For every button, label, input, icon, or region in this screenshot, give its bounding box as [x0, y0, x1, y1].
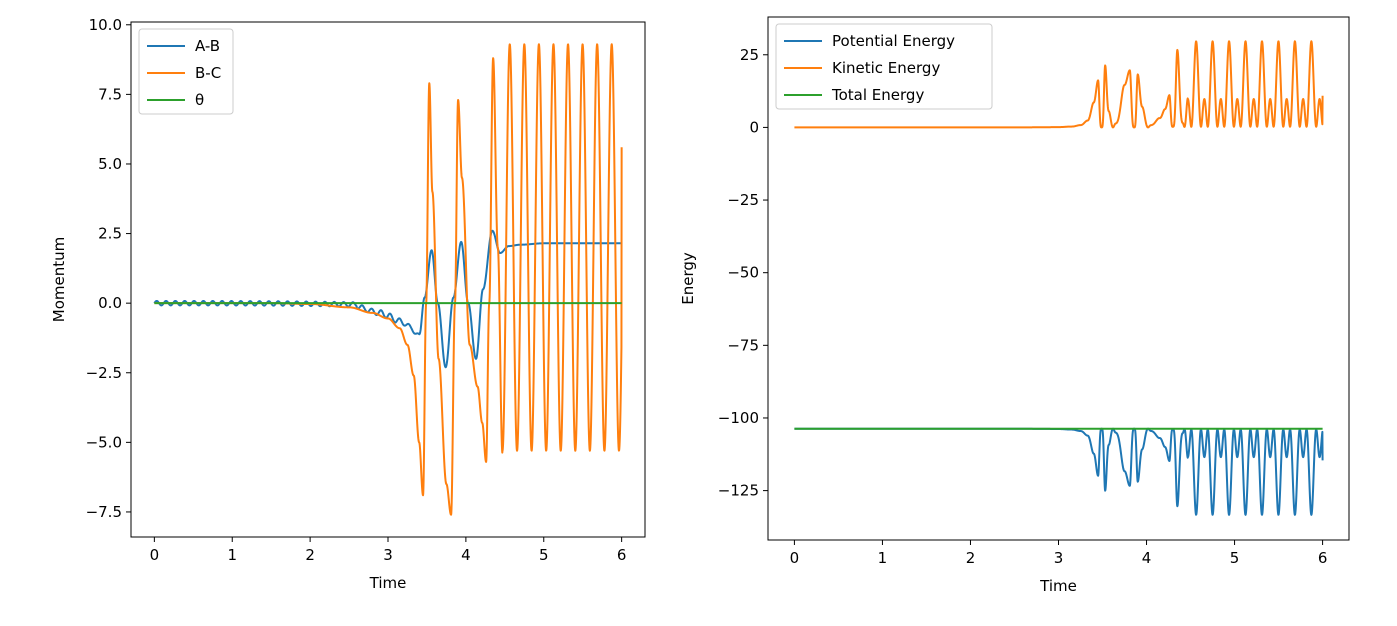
x-tick-label: 0	[150, 546, 160, 564]
series-line-potential-energy	[793, 427, 1324, 516]
y-tick-label: 7.5	[98, 85, 122, 103]
y-tick-label: −25	[727, 191, 759, 209]
energy-x-ticks: 0 1 2 3 4 5 6	[790, 540, 1328, 567]
y-tick-label: −2.5	[86, 364, 122, 382]
series-line-kinetic-energy	[793, 40, 1324, 129]
y-tick-label: −100	[718, 409, 759, 427]
x-tick-label: 2	[305, 546, 315, 564]
x-tick-label: 4	[461, 546, 471, 564]
y-tick-label: 5.0	[98, 155, 122, 173]
energy-legend: Potential Energy Kinetic Energy Total Ener…	[775, 23, 993, 110]
momentum-chart: 0 1 2 3 4 5 6 −7.5 −5.0 −2.5 0.0 2.5 5.0 7.5 10.0 Tim…	[50, 16, 646, 592]
x-tick-label: 4	[1142, 549, 1152, 567]
momentum-lines	[153, 43, 623, 516]
y-tick-label: 0.0	[98, 294, 122, 312]
x-tick-label: 1	[227, 546, 237, 564]
legend-label: B-C	[195, 64, 221, 82]
x-tick-label: 6	[617, 546, 627, 564]
series-line-a-b	[153, 229, 623, 369]
x-tick-label: 2	[966, 549, 976, 567]
y-tick-label: −7.5	[86, 503, 122, 521]
x-tick-label: 3	[1054, 549, 1064, 567]
legend-label: A-B	[195, 37, 220, 55]
legend-box	[138, 28, 234, 115]
y-tick-label: −75	[727, 336, 759, 354]
y-tick-label: −5.0	[86, 433, 122, 451]
y-tick-label: −50	[727, 264, 759, 282]
energy-y-axis-label: Energy	[679, 252, 697, 305]
energy-chart: 0 1 2 3 4 5 6 −125 −100 −75 −50 −25 0 25 Time Energy…	[679, 16, 1350, 595]
y-tick-label: 2.5	[98, 225, 122, 243]
energy-y-ticks: −125 −100 −75 −50 −25 0 25	[718, 46, 768, 500]
x-tick-label: 0	[790, 549, 800, 567]
x-tick-label: 1	[878, 549, 888, 567]
momentum-x-axis-label: Time	[369, 574, 407, 592]
legend-label: Total Energy	[831, 86, 924, 104]
x-tick-label: 5	[1230, 549, 1240, 567]
energy-lines	[793, 40, 1324, 516]
series-line-b-c	[153, 43, 623, 516]
y-tick-label: 25	[740, 46, 759, 64]
x-tick-label: 3	[383, 546, 393, 564]
legend-label: Kinetic Energy	[832, 59, 940, 77]
y-tick-label: 10.0	[89, 16, 122, 34]
momentum-y-ticks: −7.5 −5.0 −2.5 0.0 2.5 5.0 7.5 10.0	[86, 16, 131, 521]
y-tick-label: 0	[749, 118, 759, 136]
y-tick-label: −125	[718, 482, 759, 500]
legend-label: θ	[195, 91, 204, 109]
momentum-legend: A-B B-C θ	[138, 28, 234, 115]
legend-label: Potential Energy	[832, 32, 955, 50]
legend-box	[775, 23, 993, 110]
energy-x-axis-label: Time	[1039, 577, 1077, 595]
x-tick-label: 6	[1318, 549, 1328, 567]
momentum-x-ticks: 0 1 2 3 4 5 6	[150, 537, 627, 564]
momentum-y-axis-label: Momentum	[50, 237, 68, 322]
x-tick-label: 5	[539, 546, 549, 564]
